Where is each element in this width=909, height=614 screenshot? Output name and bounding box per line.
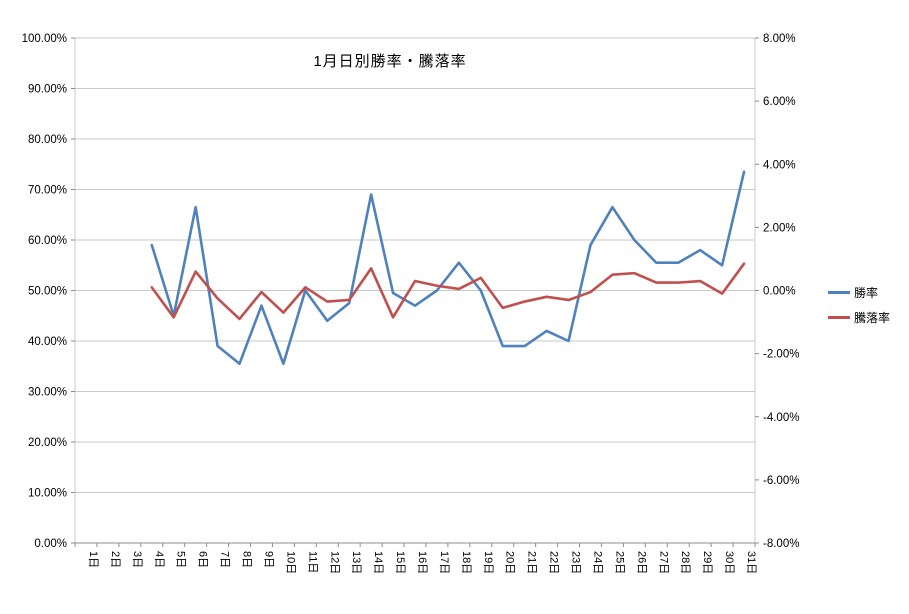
x-axis-tick-label: 24日	[591, 551, 603, 574]
left-axis-tick-label: 70.00%	[28, 185, 67, 197]
x-axis-tick-label: 20日	[504, 551, 516, 574]
x-axis-tick-label: 10日	[284, 551, 296, 574]
left-axis-tick-label: 100.00%	[22, 33, 67, 45]
x-axis-tick-label: 29日	[701, 551, 713, 574]
change-rate-line-swatch-icon	[828, 316, 850, 319]
right-axis-tick-label: -6.00%	[763, 475, 799, 487]
x-axis-tick-label: 18日	[460, 551, 472, 574]
x-axis-tick-label: 28日	[679, 551, 691, 574]
x-axis-tick-label: 1日	[87, 551, 99, 568]
x-axis-tick-label: 19日	[482, 551, 494, 574]
x-axis-labels: 1日 2日 3日 4日 5日 6日 7日 8日 9日 10日 11日 12日 13日 14日 15日 16日 1…	[74, 543, 757, 574]
x-axis-tick-label: 25日	[613, 551, 625, 574]
x-axis-tick-label: 12日	[328, 551, 340, 574]
series-line-win-rate	[150, 170, 746, 366]
right-axis-tick-label: -2.00%	[763, 349, 799, 361]
x-axis-tick-label: 6日	[197, 551, 209, 568]
legend-item-win-rate: 勝率	[828, 284, 890, 301]
x-axis-tick-label: 2日	[109, 551, 121, 568]
x-axis-tick-label: 8日	[241, 551, 253, 568]
legend-label-change-rate: 騰落率	[854, 311, 891, 325]
x-axis-tick-label: 26日	[635, 551, 647, 574]
x-axis-tick-label: 15日	[394, 551, 406, 574]
right-axis-tick-label: 6.00%	[763, 96, 796, 108]
chart-title: 1月日別勝率・騰落率	[313, 53, 467, 70]
x-axis-tick-label: 11日	[306, 551, 318, 573]
left-axis-tick-label: 20.00%	[28, 437, 67, 449]
x-axis-tick-label: 3日	[131, 551, 143, 568]
left-axis-tick-label: 50.00%	[28, 286, 67, 298]
x-axis-tick-label: 27日	[657, 551, 669, 574]
x-axis-tick-label: 13日	[350, 551, 362, 574]
left-axis-tick-label: 90.00%	[28, 84, 67, 96]
left-axis-tick-label: 10.00%	[28, 488, 67, 500]
right-axis-tick-label: -4.00%	[763, 412, 799, 424]
legend-label-win-rate: 勝率	[854, 286, 879, 300]
right-axis-tick-label: 4.00%	[763, 159, 796, 171]
x-axis-tick-label: 23日	[570, 551, 582, 574]
x-axis-tick-label: 5日	[175, 551, 187, 568]
right-axis-tick-label: 0.00%	[763, 286, 796, 298]
series-segment	[150, 262, 746, 321]
x-axis-tick-label: 9日	[262, 551, 274, 568]
left-axis-tick-label: 40.00%	[28, 336, 67, 348]
right-axis-tick-label: 2.00%	[763, 222, 796, 234]
series-line-change-rate	[150, 262, 746, 321]
right-axis-tick-label: -8.00%	[763, 538, 799, 550]
x-axis-tick-label: 4日	[153, 551, 165, 568]
chart-legend: 勝率 騰落率	[828, 284, 890, 326]
x-axis-tick-label: 30日	[723, 551, 735, 574]
x-axis-tick-label: 31日	[745, 551, 757, 574]
series-segment	[150, 170, 746, 366]
x-axis-tick-label: 21日	[526, 551, 538, 574]
x-axis-tick-label: 7日	[219, 551, 231, 568]
left-axis-tick-label: 80.00%	[28, 134, 67, 146]
left-axis-tick-label: 0.00%	[34, 538, 67, 550]
win-rate-line-swatch-icon	[828, 291, 850, 294]
x-axis-tick-label: 16日	[416, 551, 428, 574]
x-axis-tick-label: 22日	[548, 551, 560, 574]
right-axis-tick-label: 8.00%	[763, 33, 796, 45]
left-axis-tick-label: 30.00%	[28, 387, 67, 399]
left-axis-labels: 0.00% 10.00% 20.00% 30.00% 40.00% 50.00% 60.00…	[22, 33, 75, 550]
x-axis-tick-label: 14日	[372, 551, 384, 574]
right-axis-labels: -8.00% -6.00% -4.00% -2.00% 0.00% 2.00% 4.00% 6…	[755, 33, 799, 550]
x-axis-tick-label: 17日	[438, 551, 450, 574]
left-axis-tick-label: 60.00%	[28, 235, 67, 247]
legend-item-change-rate: 騰落率	[828, 309, 890, 326]
grid-lines	[75, 37, 755, 544]
